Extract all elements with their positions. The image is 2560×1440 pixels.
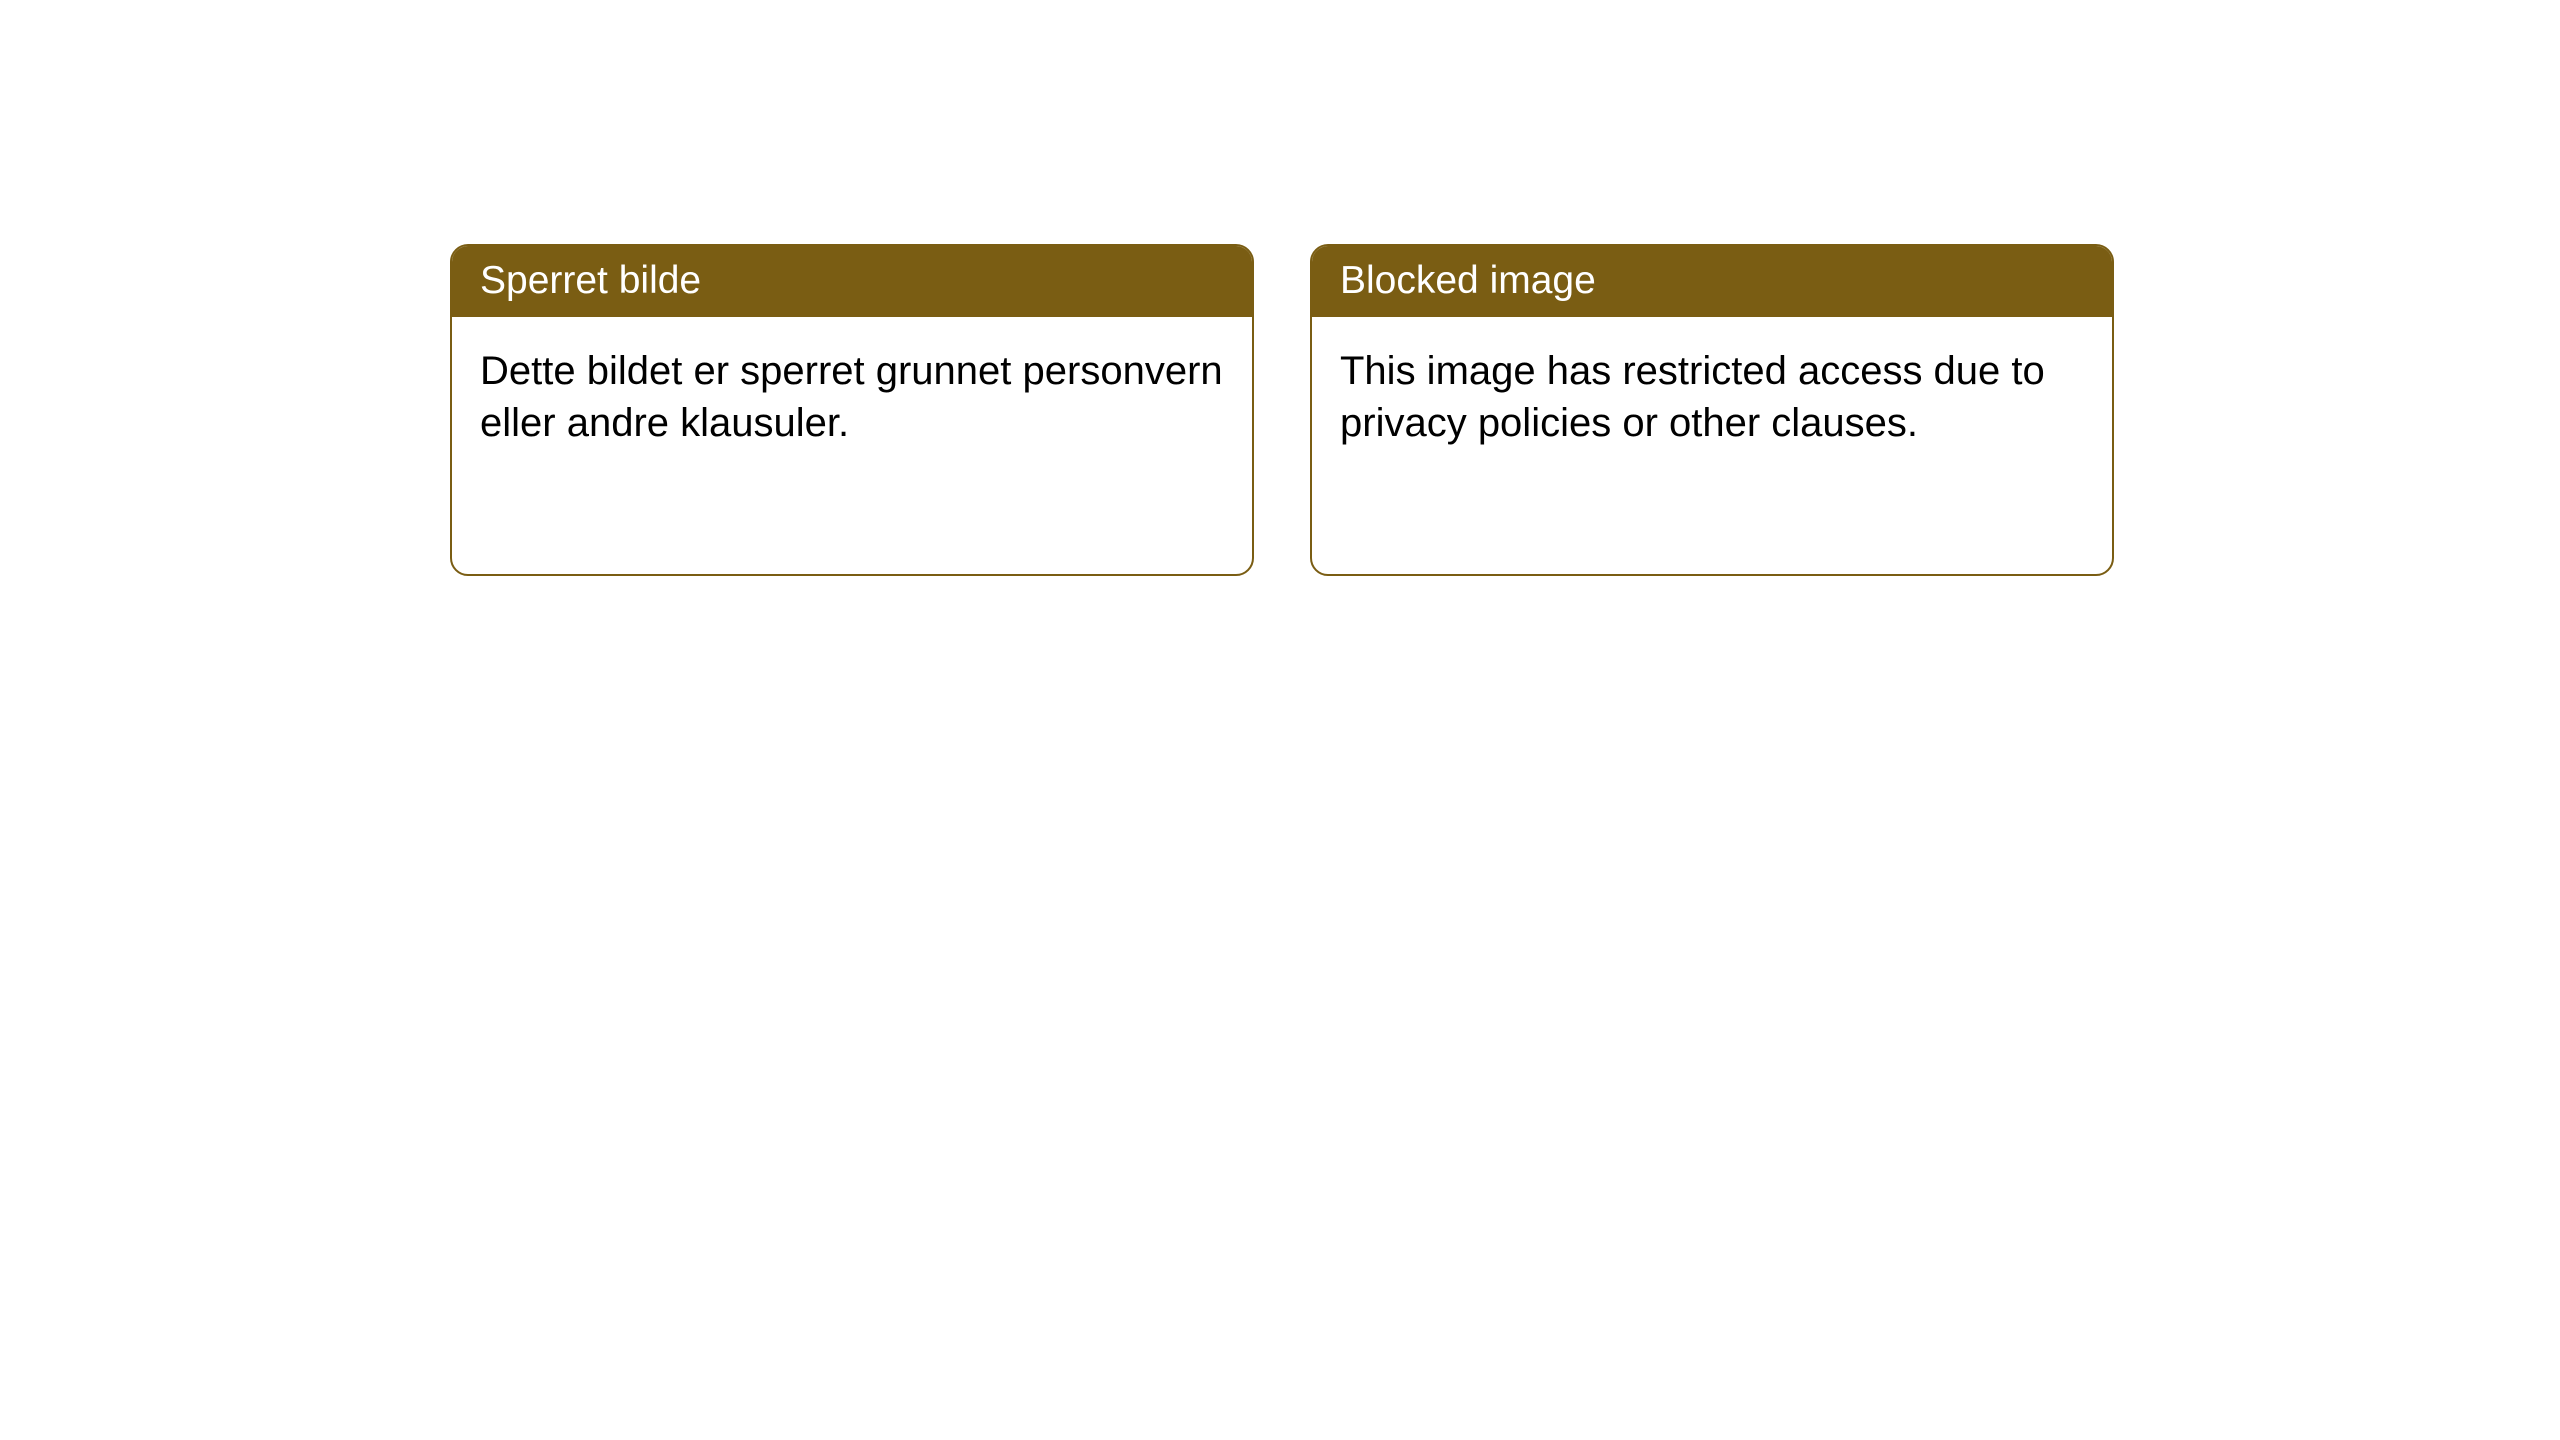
notice-title-norwegian: Sperret bilde — [452, 246, 1252, 317]
notice-card-english: Blocked image This image has restricted … — [1310, 244, 2114, 576]
notice-title-english: Blocked image — [1312, 246, 2112, 317]
notice-body-english: This image has restricted access due to … — [1312, 317, 2112, 477]
notice-body-norwegian: Dette bildet er sperret grunnet personve… — [452, 317, 1252, 477]
notice-container: Sperret bilde Dette bildet er sperret gr… — [0, 0, 2560, 576]
notice-card-norwegian: Sperret bilde Dette bildet er sperret gr… — [450, 244, 1254, 576]
